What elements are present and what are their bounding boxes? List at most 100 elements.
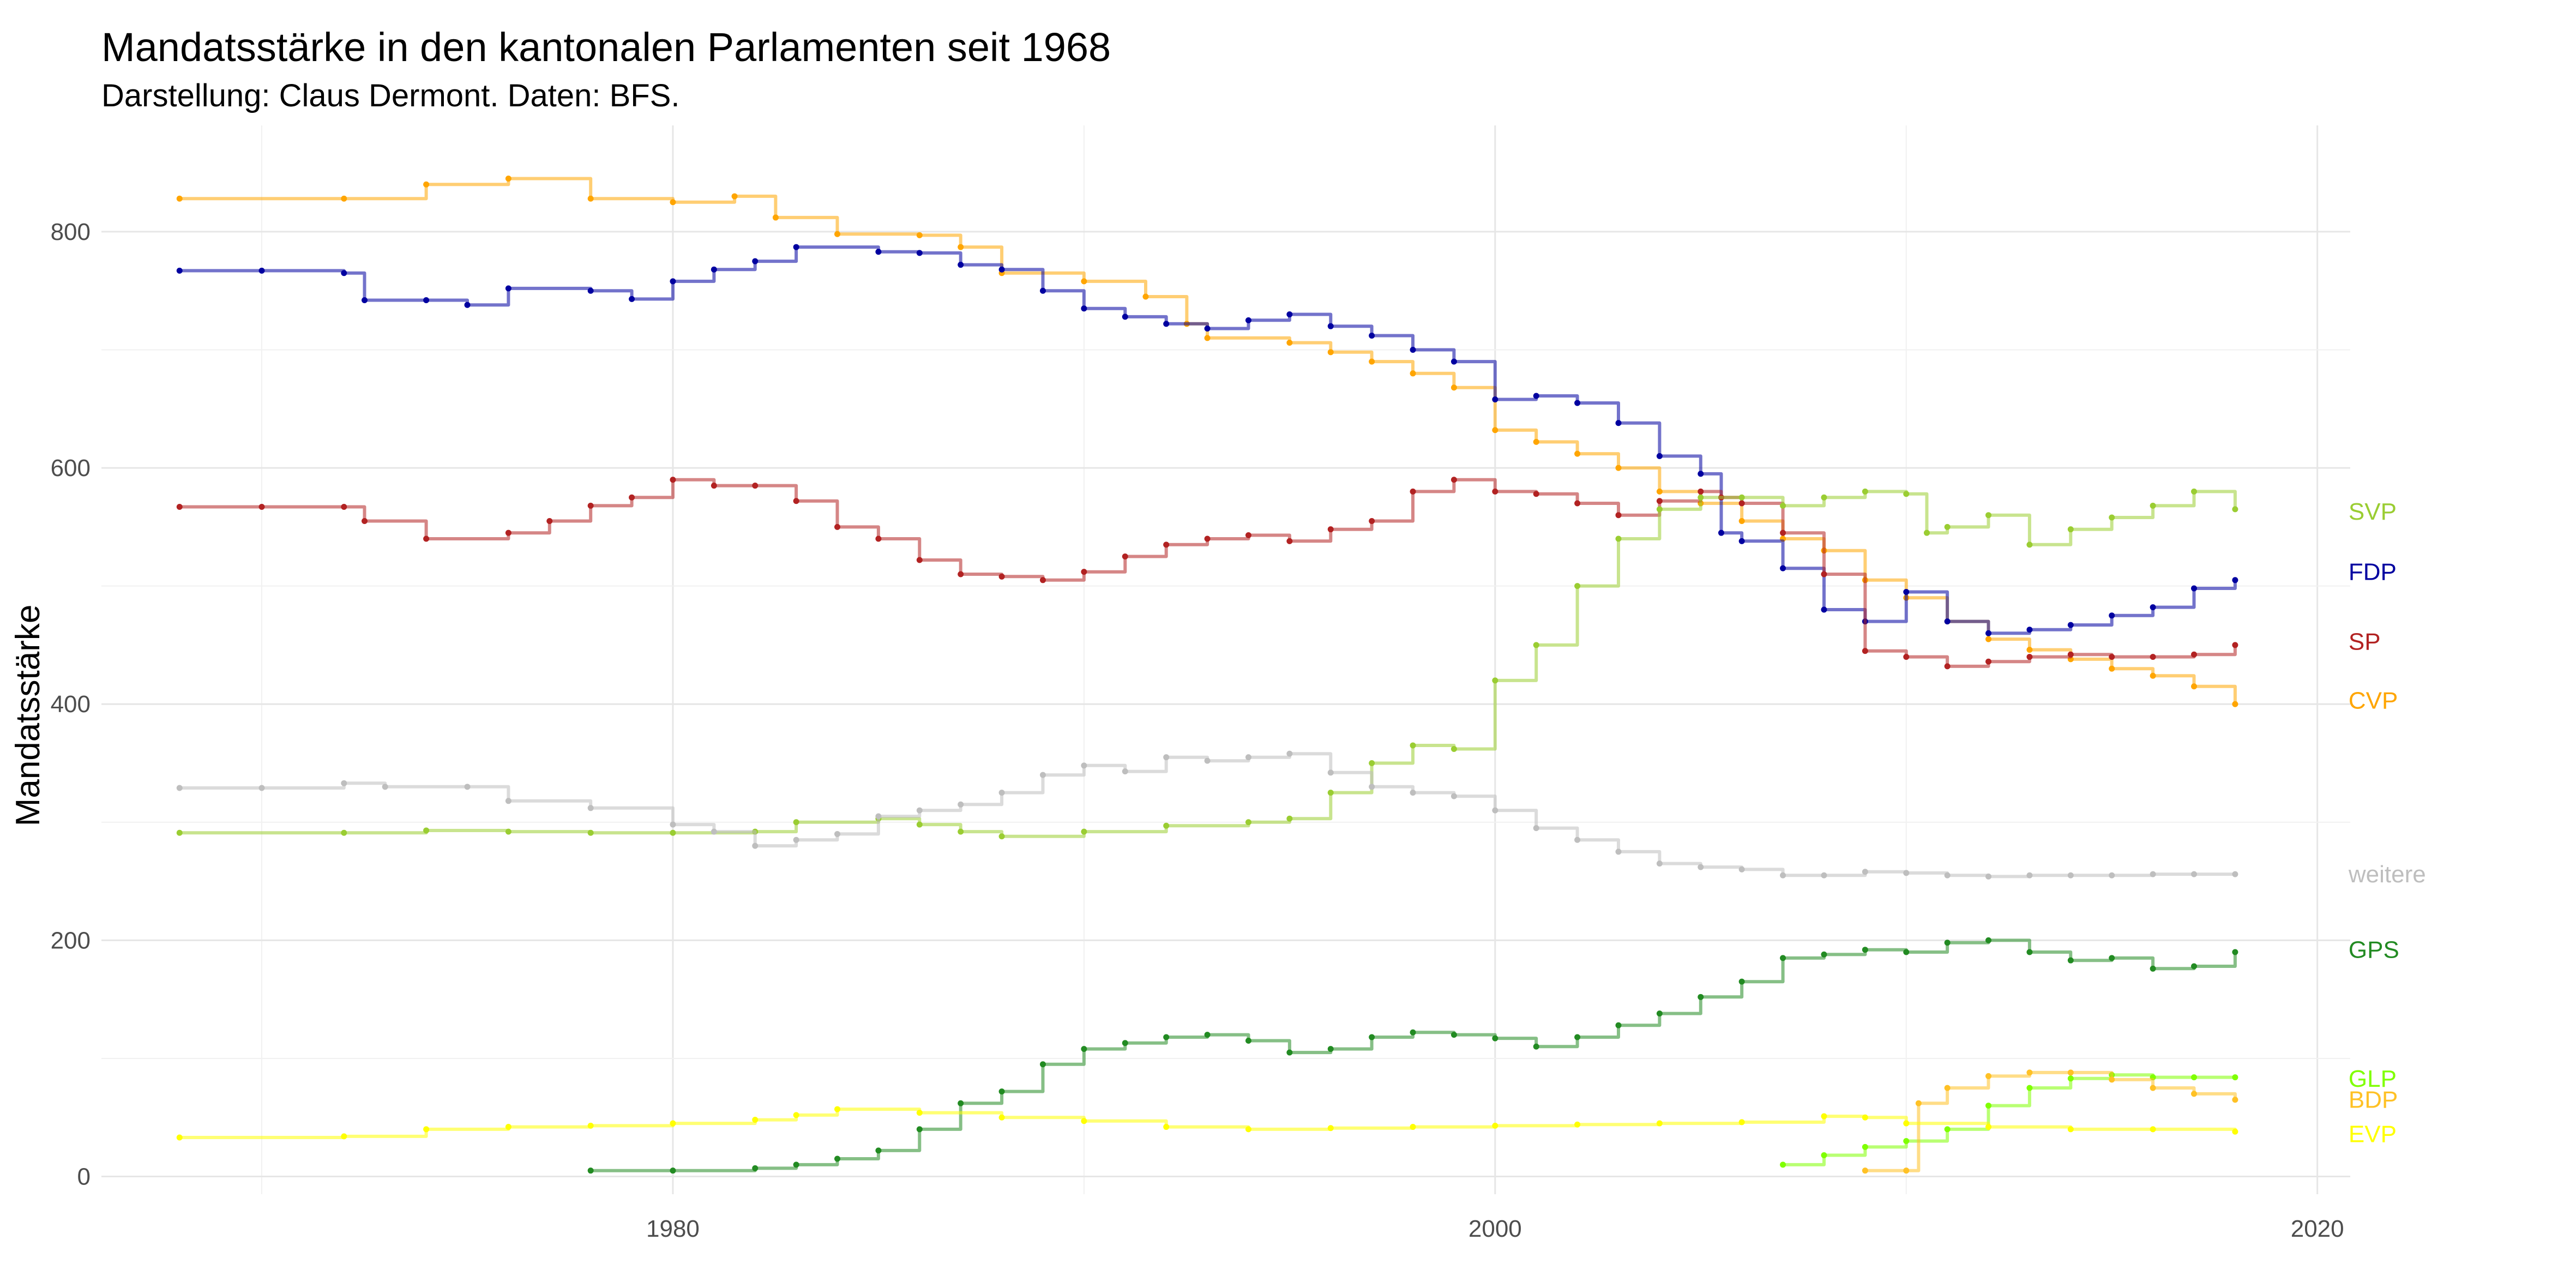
data-point-gps [1327,1046,1334,1052]
data-point-glp [2067,1075,2074,1082]
x-tick-label: 1980 [646,1215,700,1242]
data-point-gps [1081,1046,1087,1052]
data-point-sp [1327,526,1334,533]
data-point-gps [1780,955,1786,961]
data-point-weitere [1122,768,1128,775]
data-point-svp [176,829,183,836]
data-point-glp [1821,1152,1827,1159]
data-point-sp [258,504,265,510]
data-point-weitere [670,821,676,828]
data-point-fdp [1985,630,1992,636]
data-point-weitere [505,798,511,804]
data-point-weitere [1656,860,1663,867]
x-tick-label: 2020 [2291,1215,2344,1242]
data-point-weitere [1615,848,1622,855]
data-point-weitere [793,836,799,843]
data-point-weitere [1944,872,1951,878]
data-point-fdp [2232,577,2238,583]
data-point-sp [711,483,717,489]
data-point-fdp [711,266,717,273]
data-point-gps [1698,994,1704,1000]
data-point-sp [998,573,1005,580]
data-point-fdp [362,297,368,304]
data-point-svp [2150,502,2156,509]
data-point-weitere [1492,807,1498,814]
data-point-weitere [1450,793,1457,799]
data-point-weitere [2150,871,2156,877]
data-point-fdp [176,267,183,274]
data-point-sp [1738,500,1745,507]
data-point-glp [1780,1161,1786,1168]
data-point-fdp [1533,393,1539,399]
data-point-gps [1533,1043,1539,1050]
data-point-cvp [505,175,511,182]
series-label-gps: GPS [2349,937,2399,964]
data-point-sp [1286,538,1293,544]
data-point-svp [2109,514,2115,521]
data-point-fdp [1738,538,1745,544]
data-point-evp [1574,1121,1581,1128]
data-point-svp [1903,491,1910,497]
data-point-cvp [731,193,738,200]
data-point-fdp [1821,606,1827,613]
data-point-sp [362,518,368,525]
data-point-svp [505,828,511,835]
data-point-sp [1780,529,1786,536]
data-point-evp [1081,1118,1087,1124]
data-point-sp [670,477,676,483]
data-point-sp [1533,491,1539,497]
data-point-svp [1492,677,1498,684]
data-point-fdp [1122,314,1128,320]
data-point-weitere [464,784,471,790]
y-axis-label: Mandatsstärke [9,605,47,827]
data-point-svp [1615,535,1622,542]
data-point-sp [423,535,430,542]
data-point-fdp [916,250,923,256]
data-point-sp [1081,569,1087,575]
data-point-fdp [464,302,471,308]
data-point-evp [1492,1122,1498,1129]
data-point-weitere [1163,754,1170,761]
data-point-bdp [1903,1167,1910,1174]
data-point-weitere [2232,871,2238,877]
data-point-gps [1862,947,1868,953]
data-point-evp [587,1122,594,1129]
data-point-weitere [1245,754,1251,761]
data-point-svp [1245,819,1251,826]
data-point-gps [2026,949,2033,955]
data-point-svp [1944,523,1951,530]
data-point-cvp [1738,518,1745,525]
series-label-glp: GLP [2349,1066,2397,1092]
data-point-cvp [1450,384,1457,391]
data-point-sp [587,502,594,509]
data-point-svp [1862,488,1868,495]
data-point-sp [1821,571,1827,577]
data-point-fdp [2067,622,2074,628]
data-point-cvp [2191,683,2198,690]
data-point-weitere [1862,869,1868,875]
data-point-evp [1738,1119,1745,1126]
data-point-svp [2026,541,2033,548]
data-point-sp [1040,577,1046,583]
series-line-svp [179,490,2237,838]
data-point-fdp [1656,453,1663,459]
series-line-gps [591,938,2237,1172]
data-point-bdp [2109,1076,2115,1083]
data-point-sp [1369,518,1375,525]
data-point-cvp [423,181,430,188]
data-point-svp [2067,526,2074,533]
data-point-cvp [1369,358,1375,365]
data-point-glp [1985,1103,1992,1109]
data-point-gps [1245,1037,1251,1044]
data-point-fdp [629,296,635,302]
chart-title: Mandatsstärke in den kantonalen Parlamen… [101,25,1111,70]
data-point-svp [2232,506,2238,513]
data-point-fdp [1574,400,1581,406]
data-point-cvp [958,244,964,250]
data-point-weitere [916,807,923,814]
data-point-evp [916,1110,923,1116]
data-point-gps [1410,1029,1416,1036]
data-point-evp [670,1120,676,1127]
data-point-fdp [958,262,964,268]
data-point-evp [423,1126,430,1133]
